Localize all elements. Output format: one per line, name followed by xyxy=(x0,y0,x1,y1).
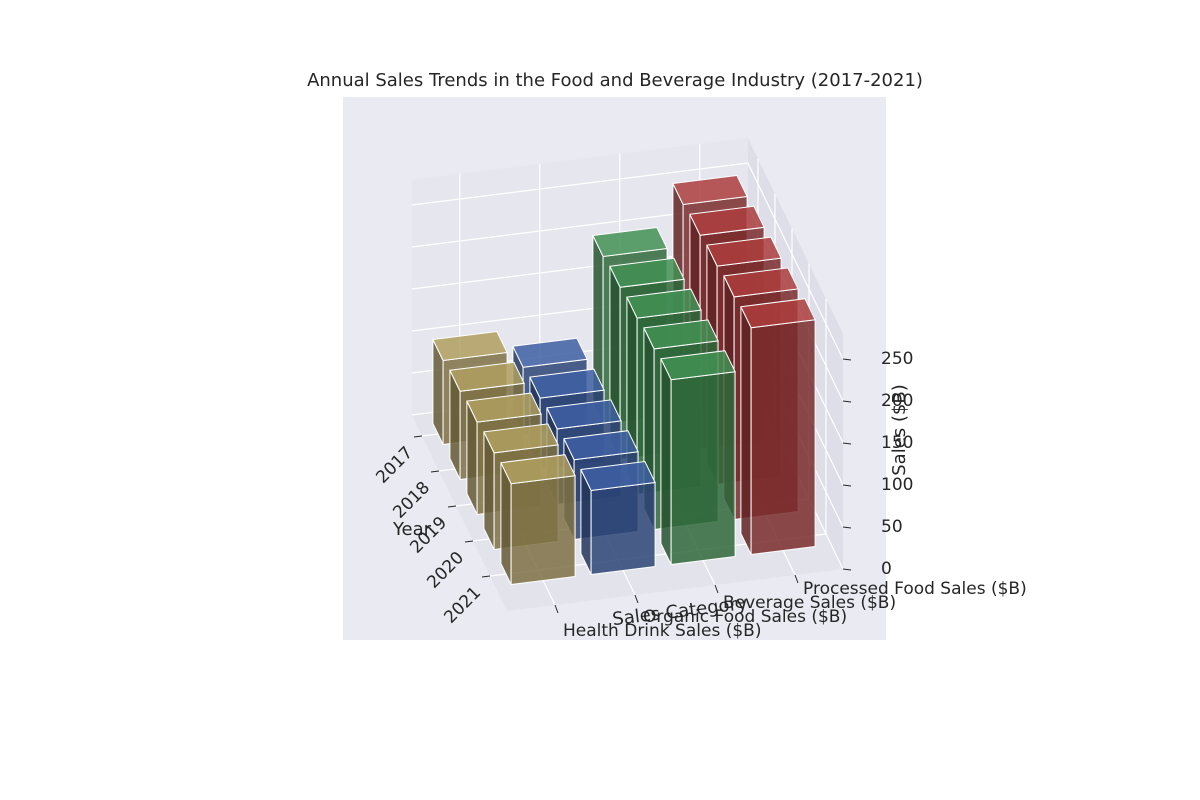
bar-front xyxy=(750,319,816,556)
x-tick-label: Health Drink Sales ($B) xyxy=(563,621,761,641)
bar-top xyxy=(723,267,799,298)
z-tick-label: 250 xyxy=(881,349,913,369)
bar-top xyxy=(449,361,525,392)
bar xyxy=(740,298,816,556)
bar-top xyxy=(483,423,559,454)
bar-top xyxy=(529,368,605,399)
z-tick xyxy=(842,484,852,487)
z-tick xyxy=(842,568,852,571)
bar-front xyxy=(670,371,736,566)
bar-top xyxy=(626,288,702,319)
y-axis-label: Year xyxy=(392,519,432,540)
y-tick xyxy=(447,505,457,508)
chart-title: Annual Sales Trends in the Food and Beve… xyxy=(307,70,923,91)
z-tick-label: 150 xyxy=(881,433,913,453)
bar-side xyxy=(740,306,752,555)
z-tick xyxy=(842,358,852,361)
y-tick xyxy=(464,540,474,543)
x-tick xyxy=(794,574,799,584)
bar xyxy=(500,454,576,586)
z-axis-label: Sales ($B) xyxy=(889,384,910,475)
bar-top xyxy=(466,392,542,423)
bar-top xyxy=(689,205,765,236)
bar-front xyxy=(590,481,656,576)
z-tick-label: 0 xyxy=(881,559,892,579)
x-tick-label: Organic Food Sales ($B) xyxy=(643,607,847,627)
x-tick-label: Processed Food Sales ($B) xyxy=(803,579,1027,599)
z-tick xyxy=(842,442,852,445)
bar-top xyxy=(563,430,639,461)
bar xyxy=(660,350,736,566)
bar xyxy=(580,460,656,576)
grid-line xyxy=(747,162,844,360)
z-tick-label: 200 xyxy=(881,391,913,411)
bar-side xyxy=(660,358,672,565)
bar-top xyxy=(432,330,508,362)
x-tick xyxy=(554,604,559,614)
z-tick xyxy=(842,400,852,403)
grid-line xyxy=(411,162,748,206)
y-tick xyxy=(481,575,491,578)
bar-front xyxy=(510,475,576,586)
bar-top xyxy=(740,298,816,329)
x-tick-label: Beverage Sales ($B) xyxy=(723,593,896,613)
y-tick xyxy=(413,435,423,438)
bar-top xyxy=(500,454,576,485)
x-tick xyxy=(714,584,719,594)
bar-top xyxy=(706,236,782,267)
x-tick xyxy=(634,594,639,604)
z-tick xyxy=(842,526,852,529)
z-tick-label: 50 xyxy=(881,517,903,537)
bar-top xyxy=(672,174,748,206)
bar-top xyxy=(660,350,736,381)
bar-top xyxy=(643,319,719,350)
bar-top xyxy=(592,226,668,258)
y-tick xyxy=(430,470,440,473)
bar-top xyxy=(512,337,588,368)
bar-top xyxy=(580,460,656,492)
bar-top xyxy=(546,399,622,430)
z-tick-label: 100 xyxy=(881,475,913,495)
bar-top xyxy=(609,257,685,288)
